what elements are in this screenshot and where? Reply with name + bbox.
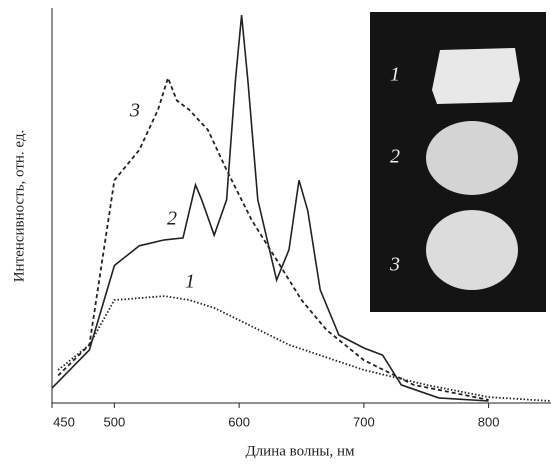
- x-axis-label: Длина волны, нм: [245, 443, 355, 459]
- inset-label: 3: [389, 254, 400, 276]
- spectrum-line: [57, 295, 551, 402]
- curve-label: 3: [129, 100, 140, 122]
- spectrum-line: [57, 75, 489, 401]
- sample-2: [426, 121, 518, 195]
- inset-label: 2: [390, 146, 400, 168]
- x-tick-label: 800: [478, 414, 500, 429]
- curve-label: 1: [185, 271, 195, 293]
- sample-1: [432, 48, 520, 104]
- x-tick-label: 500: [104, 414, 126, 429]
- spectrum-line: [51, 15, 489, 402]
- y-axis-label: Интенсивность, отн. ед.: [11, 130, 27, 283]
- curve-label: 2: [167, 208, 177, 230]
- x-tick-label: 600: [228, 414, 250, 429]
- sample-3: [426, 210, 518, 290]
- x-tick-label: 700: [353, 414, 375, 429]
- inset-photo: 1 2 3: [370, 12, 546, 312]
- x-tick-label: 450: [53, 414, 75, 429]
- inset-label: 1: [390, 64, 400, 86]
